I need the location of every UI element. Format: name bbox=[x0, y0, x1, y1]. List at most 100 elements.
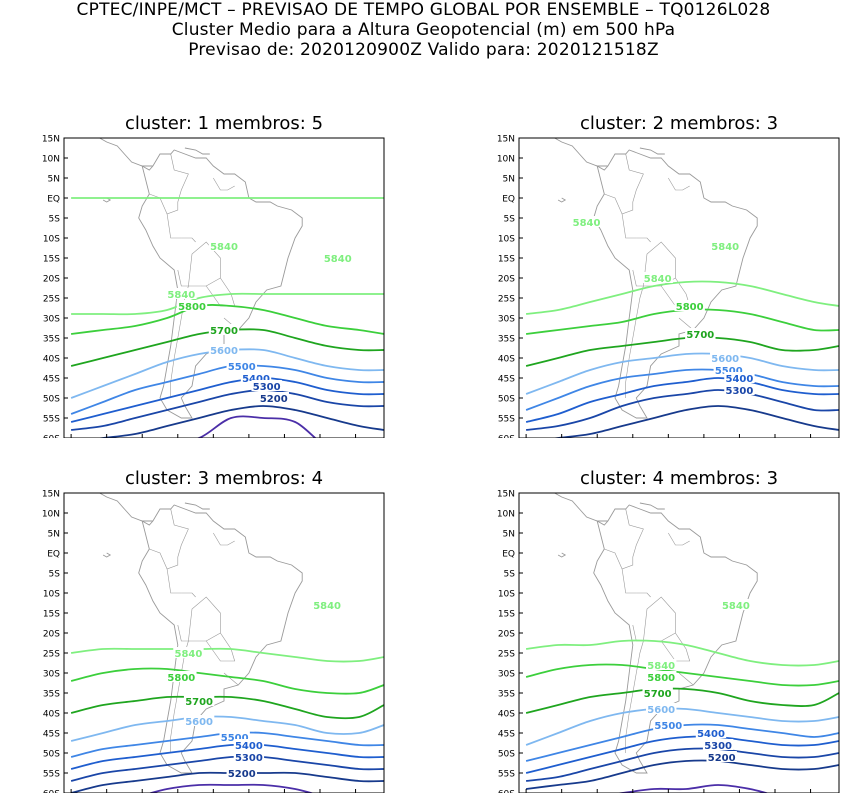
lat-tick-label: 5N bbox=[48, 530, 60, 540]
panel-title: cluster: 4 membros: 3 bbox=[579, 468, 779, 489]
contour-label: 5300 bbox=[253, 382, 281, 393]
lat-tick-label: 10N bbox=[42, 510, 60, 520]
contour-label: 5700 bbox=[210, 326, 238, 337]
contour-5800 bbox=[70, 304, 384, 335]
contour-5300 bbox=[525, 747, 839, 782]
contour-label: 5500 bbox=[221, 733, 249, 744]
lat-tick-label: 30S bbox=[43, 670, 60, 680]
lat-tick-label: 10S bbox=[43, 235, 60, 245]
contour-5300 bbox=[70, 389, 384, 431]
contour-5700 bbox=[525, 336, 839, 367]
lat-tick-label: 55S bbox=[43, 415, 60, 425]
geopotential-map: 58405840580057005600550054005300520015N1… bbox=[497, 490, 840, 793]
contour-label: 5500 bbox=[654, 721, 682, 732]
contour-label: 5840 bbox=[167, 290, 195, 301]
lat-tick-label: 45S bbox=[43, 730, 60, 740]
lat-tick-label: 5N bbox=[503, 175, 515, 185]
contour-label: 5800 bbox=[676, 302, 704, 313]
contour-lines bbox=[525, 280, 839, 438]
lat-tick-label: 10S bbox=[43, 590, 60, 600]
lat-tick-label: 15N bbox=[497, 135, 515, 145]
lat-tick-label: 5N bbox=[48, 175, 60, 185]
lat-tick-label: 50S bbox=[43, 395, 60, 405]
map-frame bbox=[63, 137, 385, 438]
contour-5200 bbox=[550, 405, 839, 438]
lat-tick-label: 40S bbox=[498, 710, 515, 720]
contour-label: 5840 bbox=[647, 661, 675, 672]
lat-tick-label: 5S bbox=[49, 570, 61, 580]
contour-lines bbox=[525, 639, 839, 793]
contour-label: 5500 bbox=[228, 362, 256, 373]
lat-tick-label: 15S bbox=[43, 610, 60, 620]
contour-label: 5840 bbox=[210, 242, 238, 253]
map-frame bbox=[518, 137, 840, 438]
contour-lines bbox=[70, 197, 384, 438]
lat-tick-label: 45S bbox=[43, 375, 60, 385]
contour-label: 5840 bbox=[573, 218, 601, 229]
contour-5300 bbox=[525, 389, 839, 431]
lat-tick-label: EQ bbox=[47, 550, 60, 560]
lat-tick-label: 40S bbox=[43, 355, 60, 365]
contour-5600 bbox=[525, 707, 839, 746]
contour-label: 5700 bbox=[185, 697, 213, 708]
lat-tick-label: 5N bbox=[503, 530, 515, 540]
geopotential-map: 5840584058405800570056005500540053005200… bbox=[42, 135, 385, 438]
lat-tick-label: 15N bbox=[42, 490, 60, 500]
lat-tick-label: 60S bbox=[498, 435, 515, 439]
contour-label: 5500 bbox=[715, 366, 743, 377]
contour-5400 bbox=[525, 735, 839, 774]
panel-title: cluster: 3 membros: 4 bbox=[124, 468, 324, 489]
contour-label: 5300 bbox=[704, 741, 732, 752]
contour-label: 5200 bbox=[228, 769, 256, 780]
lat-tick-label: 50S bbox=[43, 750, 60, 760]
lat-tick-label: 5S bbox=[504, 570, 516, 580]
figure-header: CPTEC/INPE/MCT – PREVISAO DE TEMPO GLOBA… bbox=[0, 0, 847, 60]
map-frame bbox=[518, 492, 840, 793]
contour-5840 bbox=[70, 647, 384, 663]
contour-label: 5700 bbox=[644, 689, 672, 700]
lat-tick-label: 15S bbox=[498, 255, 515, 265]
lat-tick-label: 55S bbox=[498, 770, 515, 780]
lat-tick-label: 50S bbox=[498, 750, 515, 760]
contour-5100 bbox=[615, 784, 770, 793]
contour-5800 bbox=[70, 667, 384, 695]
contour-label: 5400 bbox=[242, 374, 270, 385]
contour-5800 bbox=[525, 663, 839, 687]
contour-5800 bbox=[525, 308, 839, 335]
contour-5100 bbox=[147, 783, 315, 793]
panel-title: cluster: 2 membros: 3 bbox=[579, 113, 779, 134]
lat-tick-label: 20S bbox=[43, 630, 60, 640]
lat-tick-label: 25S bbox=[43, 650, 60, 660]
contour-label: 5800 bbox=[167, 673, 195, 684]
contour-label: 5400 bbox=[726, 374, 754, 385]
contour-5400 bbox=[70, 377, 384, 423]
lat-tick-label: 5S bbox=[49, 215, 61, 225]
lat-tick-label: 45S bbox=[498, 375, 515, 385]
contour-5600 bbox=[70, 715, 384, 742]
contour-label: 5400 bbox=[235, 741, 263, 752]
lat-tick-label: 55S bbox=[498, 415, 515, 425]
contour-label: 5300 bbox=[235, 753, 263, 764]
lat-tick-label: 20S bbox=[43, 275, 60, 285]
header-line-dates: Previsao de: 2020120900Z Valido para: 20… bbox=[188, 40, 659, 60]
contour-5700 bbox=[525, 687, 839, 714]
lat-tick-label: 15N bbox=[497, 490, 515, 500]
lat-tick-label: 10N bbox=[497, 155, 515, 165]
contour-label: 5840 bbox=[711, 242, 739, 253]
continent-outline bbox=[99, 493, 303, 774]
lat-tick-label: 35S bbox=[498, 335, 515, 345]
contour-label: 5600 bbox=[647, 705, 675, 716]
geopotential-map: 58405840580057005600550054005300520015N1… bbox=[42, 490, 385, 793]
contour-5500 bbox=[525, 368, 839, 411]
contour-label: 5840 bbox=[722, 601, 750, 612]
lat-tick-label: 20S bbox=[498, 630, 515, 640]
header-line-variable: Cluster Medio para a Altura Geopotencial… bbox=[171, 20, 676, 40]
lat-tick-label: 20S bbox=[498, 275, 515, 285]
contour-5840 bbox=[71, 292, 384, 316]
contour-label: 5840 bbox=[313, 601, 341, 612]
lat-tick-label: 15S bbox=[43, 255, 60, 265]
map-frame bbox=[63, 492, 385, 793]
lat-tick-label: 15S bbox=[498, 610, 515, 620]
lat-tick-label: 10S bbox=[498, 235, 515, 245]
contour-5400 bbox=[70, 743, 384, 770]
